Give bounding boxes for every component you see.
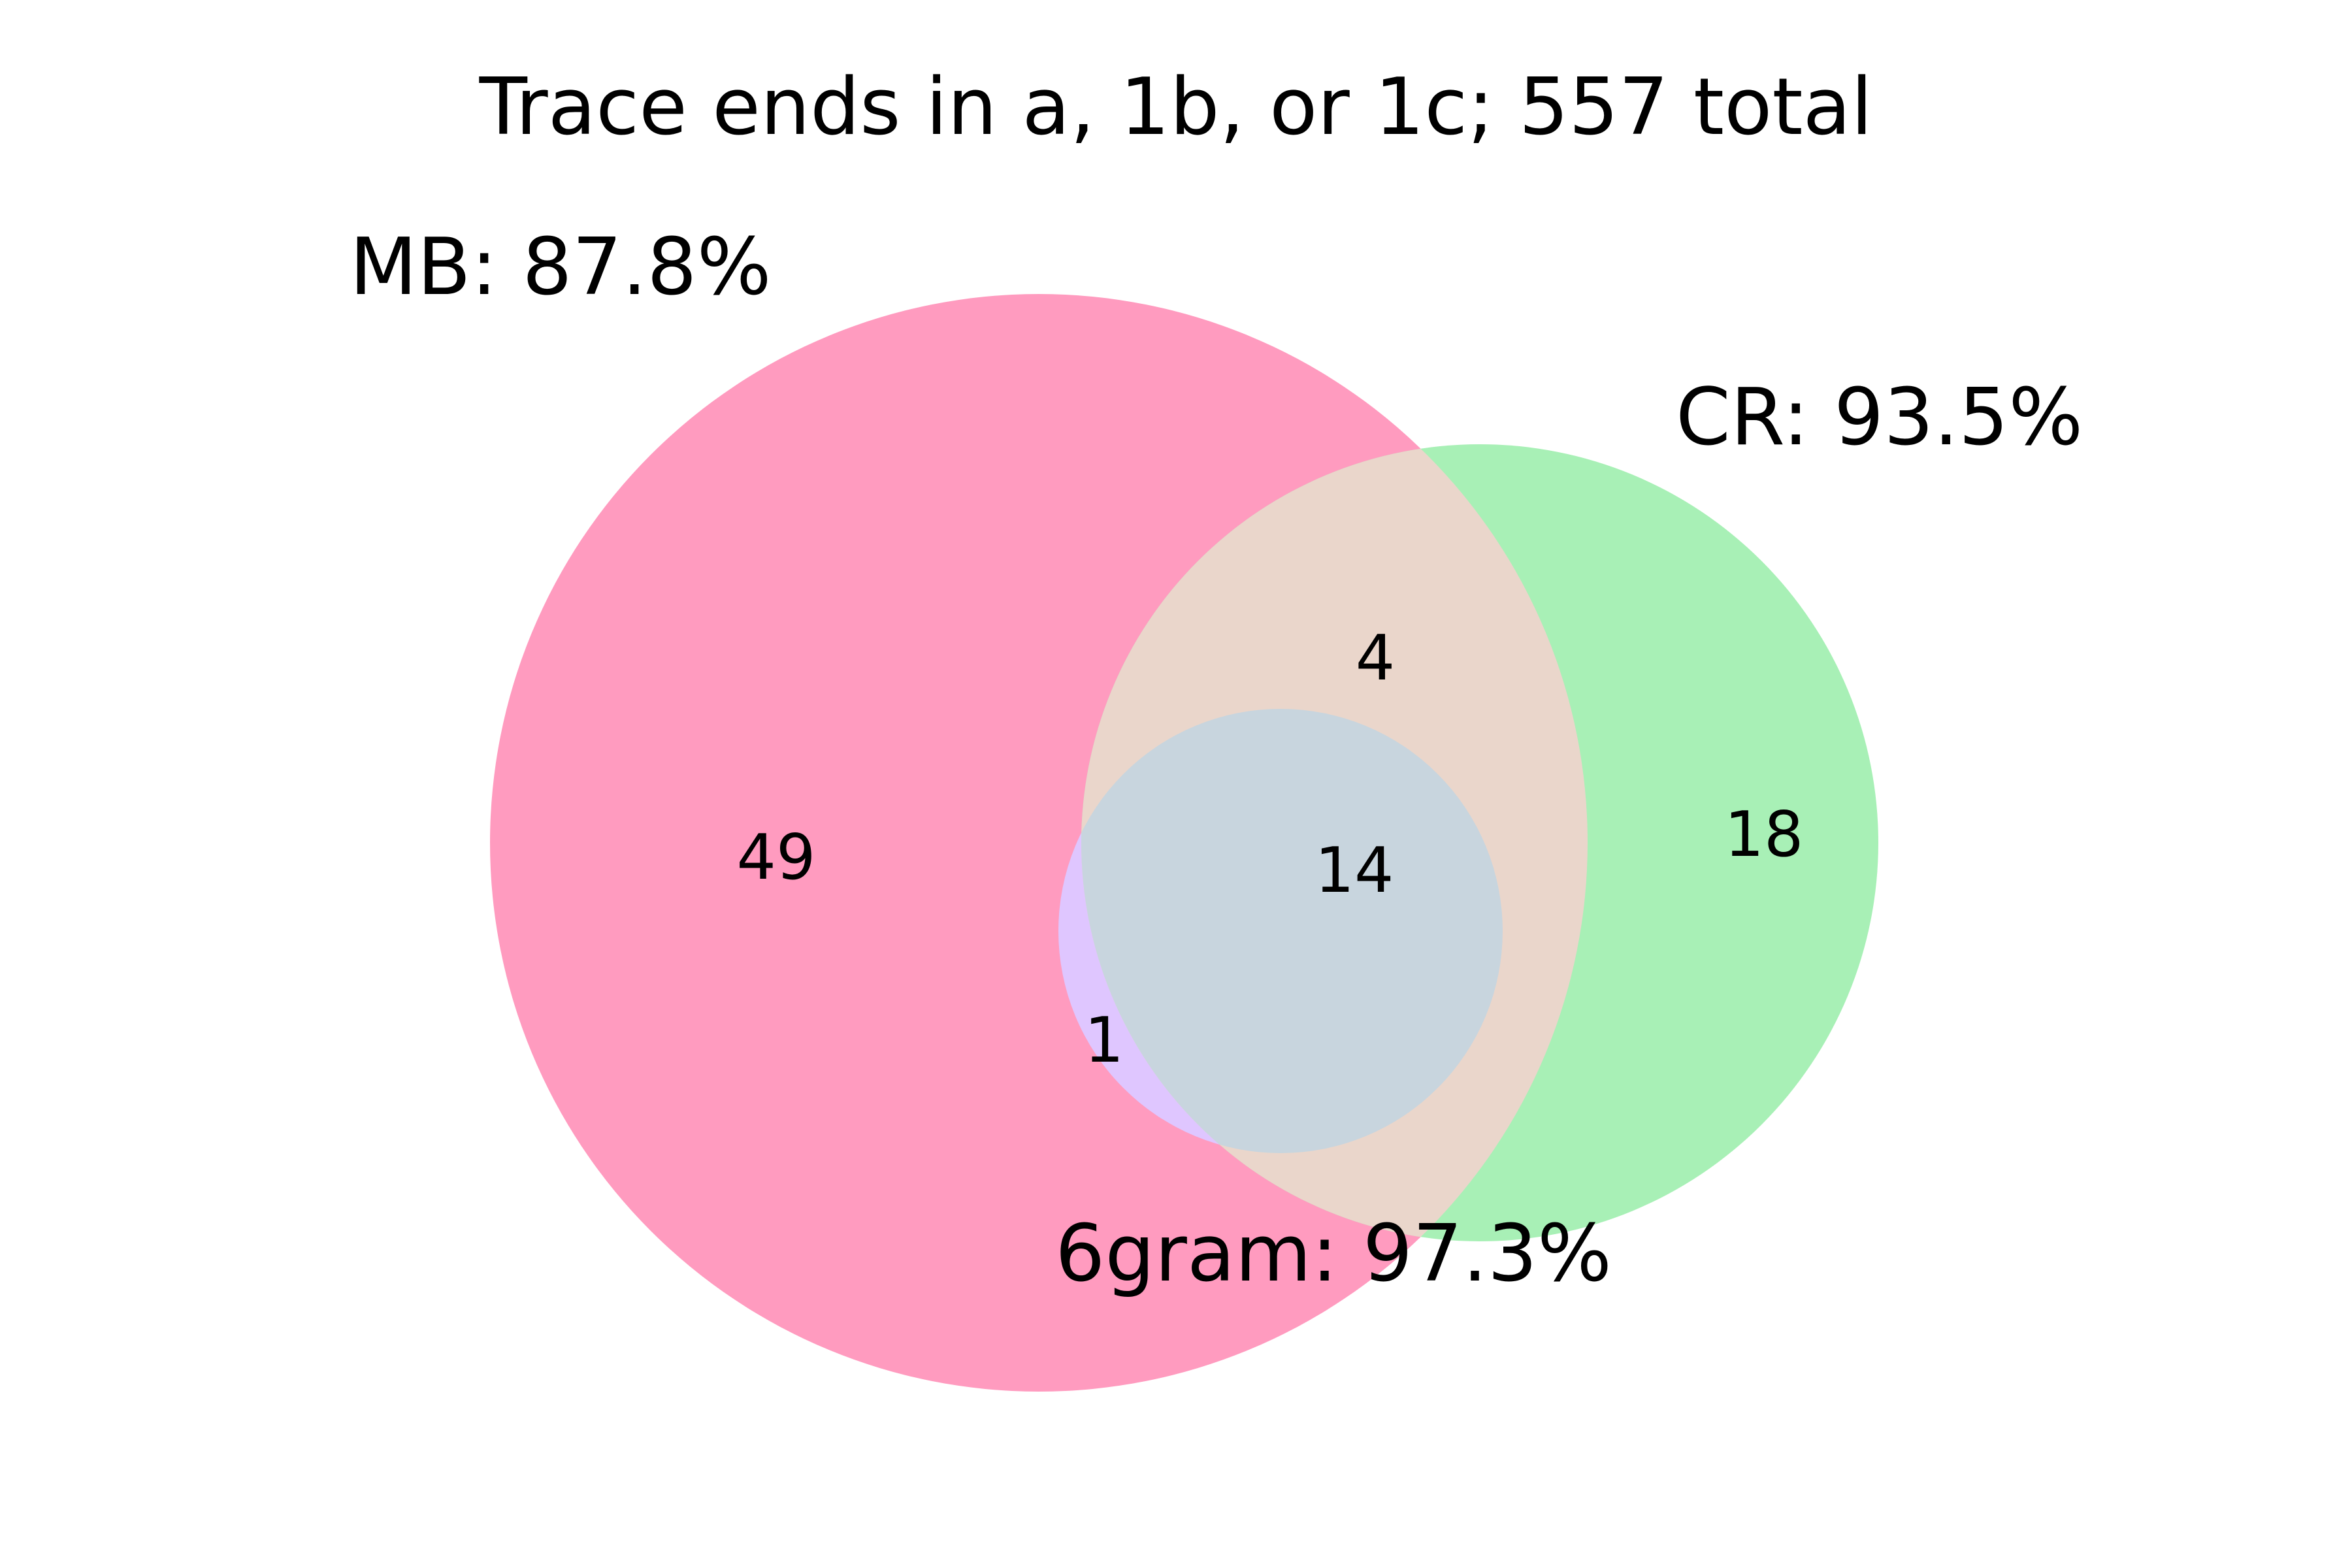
mb-only-count: 49 — [737, 822, 816, 894]
cr-set-label: CR: 93.5% — [1676, 372, 2083, 463]
mb-cr-only-count: 4 — [1356, 623, 1395, 694]
cr-only-count: 18 — [1725, 799, 1804, 871]
chart-title: Trace ends in a, 1b, or 1c; 557 total — [479, 62, 1873, 153]
mb-set-label: MB: 87.8% — [350, 222, 772, 313]
all-three-overlap-region — [1081, 709, 1503, 1153]
sixgram-set-label: 6gram: 97.3% — [1055, 1209, 1612, 1299]
mb-sixgram-only-count: 1 — [1085, 1005, 1124, 1077]
all-three-count: 14 — [1315, 835, 1394, 907]
